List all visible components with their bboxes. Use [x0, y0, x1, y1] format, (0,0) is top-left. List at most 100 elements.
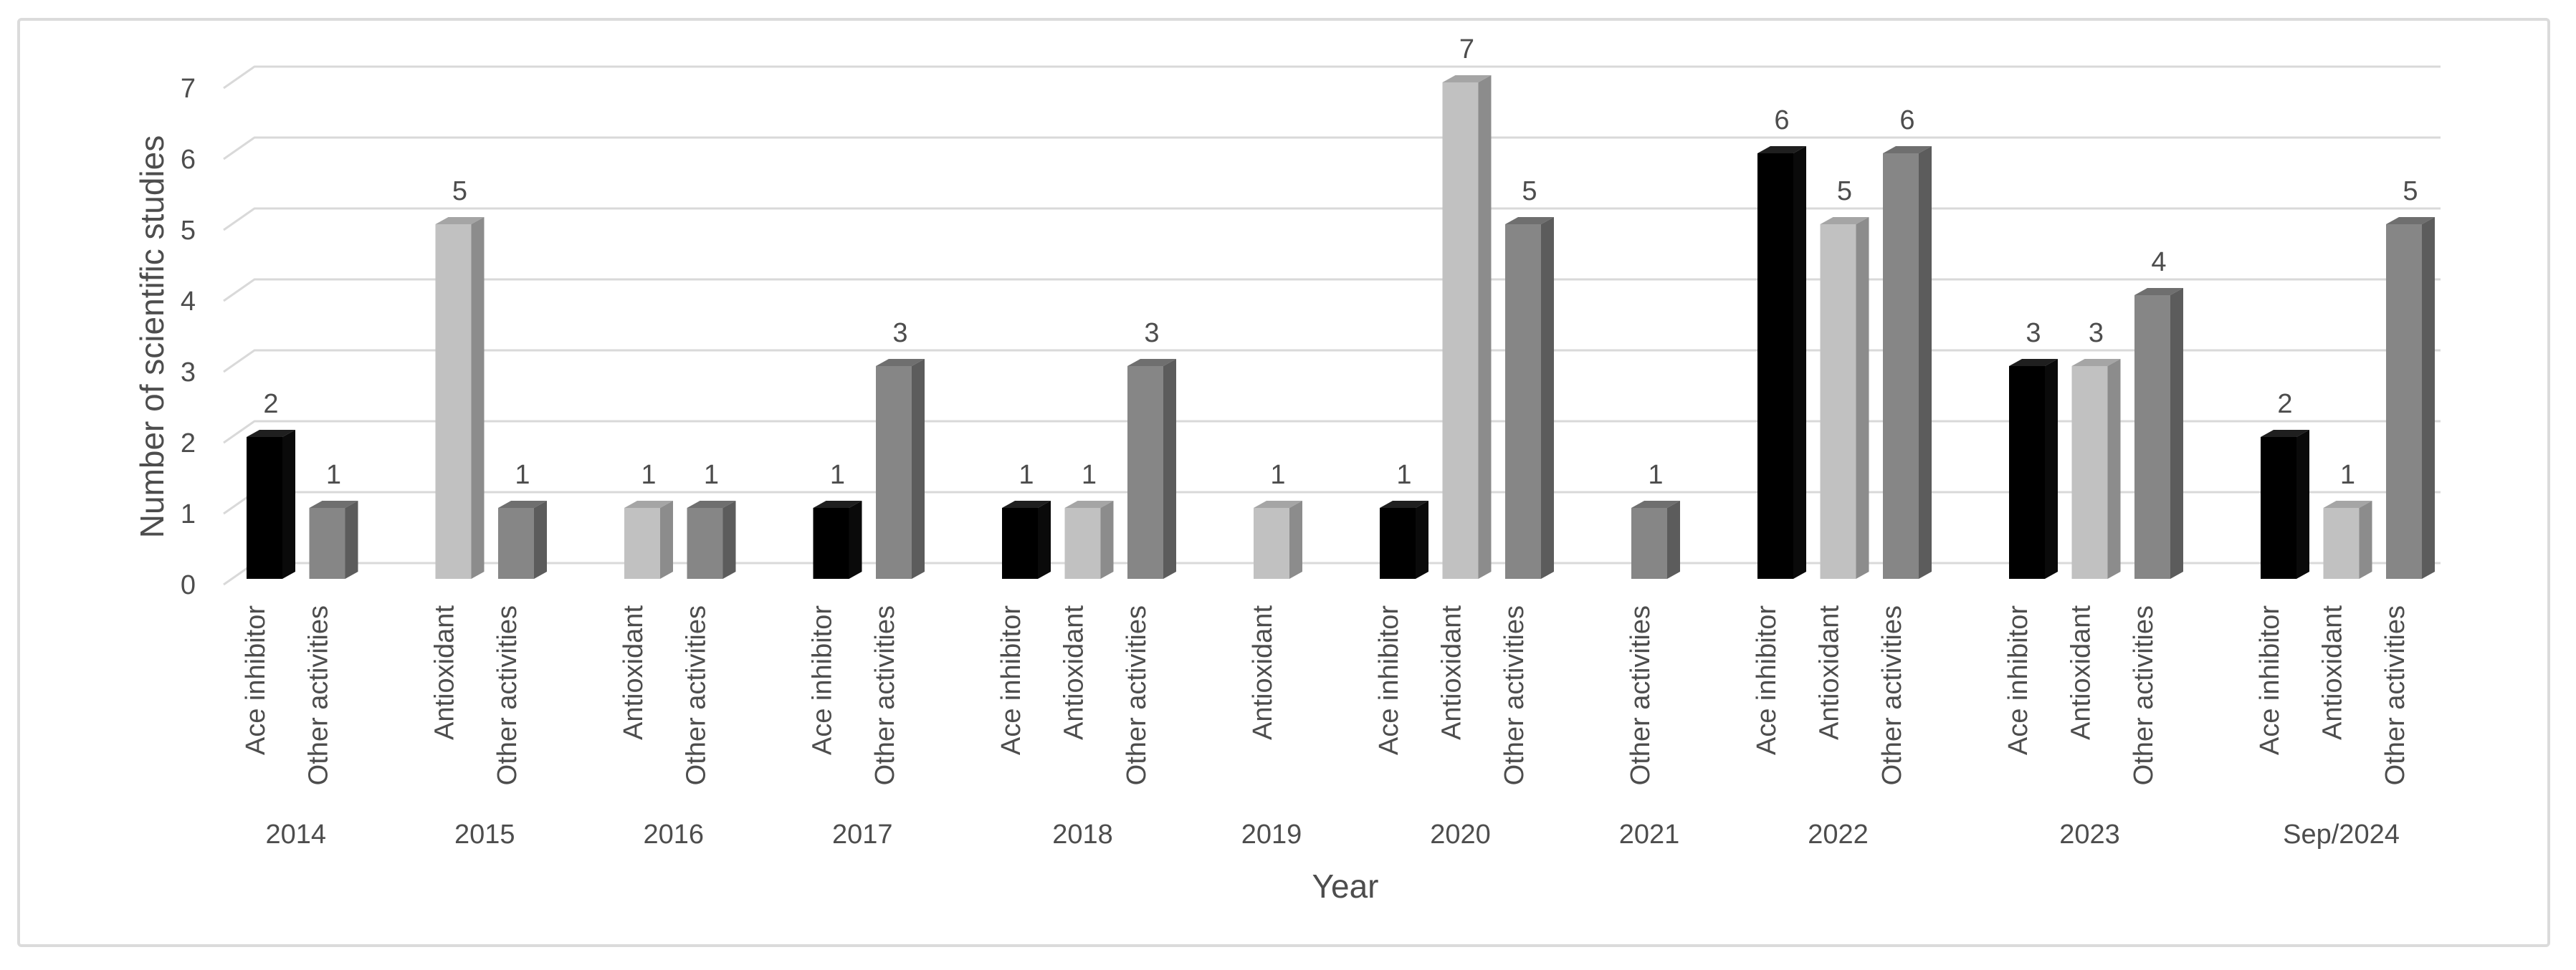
- bar-side-face: [1038, 501, 1051, 579]
- bar-side-face: [282, 430, 295, 579]
- category-label: Antioxidant: [430, 605, 460, 740]
- bar-top-face: [1442, 75, 1492, 82]
- category-label: Other activities: [1499, 605, 1530, 785]
- bar-value-label: 1: [1648, 460, 1663, 490]
- gridline: [223, 278, 2441, 302]
- bar-top-face: [2323, 501, 2372, 508]
- bar: [876, 366, 912, 579]
- y-axis-title: Number of scientific studies: [133, 135, 171, 539]
- bar-top-face: [1002, 501, 1051, 508]
- bar-value-label: 1: [641, 460, 656, 490]
- y-tick-label: 4: [181, 287, 196, 317]
- bar-top-face: [813, 501, 862, 508]
- bar-top-face: [2261, 430, 2309, 437]
- bar-value-label: 3: [1144, 318, 1159, 348]
- bar-top-face: [435, 217, 485, 224]
- bar-value-label: 7: [1459, 34, 1474, 64]
- year-label: Sep/2024: [2283, 820, 2400, 850]
- category-label: Ace inhibitor: [996, 605, 1026, 755]
- bar-top-face: [687, 501, 736, 508]
- bar: [1380, 508, 1416, 579]
- year-label: 2022: [1808, 820, 1869, 850]
- bar-side-face: [1289, 501, 1302, 579]
- category-label: Other activities: [1877, 605, 1907, 785]
- bar-value-label: 3: [2026, 318, 2041, 348]
- y-tick-label: 3: [181, 357, 196, 388]
- gridline: [223, 65, 2441, 90]
- bar: [247, 437, 282, 579]
- bar-side-face: [1478, 75, 1492, 579]
- category-label: Antioxidant: [2066, 605, 2096, 740]
- bar-side-face: [722, 501, 736, 579]
- bar-side-face: [912, 359, 925, 579]
- bar-value-label: 4: [2151, 247, 2166, 277]
- bar-value-label: 5: [1837, 176, 1852, 206]
- category-label: Other activities: [492, 605, 523, 785]
- bar-top-face: [2386, 217, 2435, 224]
- bar-side-face: [534, 501, 547, 579]
- category-label: Ace inhibitor: [2255, 605, 2285, 755]
- bar-value-label: 1: [326, 460, 341, 490]
- bar-side-face: [471, 217, 485, 579]
- bar-side-face: [1416, 501, 1428, 579]
- bar: [1883, 153, 1919, 579]
- bar-side-face: [2107, 359, 2121, 579]
- bar-value-label: 1: [704, 460, 719, 490]
- bar: [2323, 508, 2360, 579]
- bar: [2261, 437, 2296, 579]
- gridline: [223, 420, 2441, 444]
- bar: [435, 224, 472, 579]
- bar-value-label: 1: [1019, 460, 1034, 490]
- bar-top-face: [309, 501, 358, 508]
- y-tick-label: 7: [181, 74, 196, 104]
- category-label: Other activities: [2380, 605, 2410, 785]
- bar: [687, 508, 723, 579]
- category-label: Ace inhibitor: [1374, 605, 1404, 755]
- bar-value-label: 1: [1270, 460, 1285, 490]
- gridline: [223, 349, 2441, 373]
- bar: [1442, 82, 1479, 579]
- category-label: Other activities: [1122, 605, 1152, 785]
- category-label: Antioxidant: [1437, 605, 1467, 740]
- category-label: Ace inhibitor: [2003, 605, 2033, 755]
- year-label: 2020: [1430, 820, 1491, 850]
- bar: [1064, 508, 1101, 579]
- bar-top-face: [876, 359, 925, 366]
- category-label: Antioxidant: [1059, 605, 1089, 740]
- x-axis-title: Year: [1312, 868, 1379, 905]
- bar: [2009, 366, 2045, 579]
- bar-value-label: 3: [2089, 318, 2104, 348]
- bar: [1631, 508, 1667, 579]
- category-label: Antioxidant: [1815, 605, 1845, 740]
- bar: [498, 508, 534, 579]
- bar-top-face: [1127, 359, 1176, 366]
- bar-value-label: 1: [1082, 460, 1097, 490]
- bar: [2386, 224, 2422, 579]
- category-label: Other activities: [870, 605, 900, 785]
- y-tick-label: 0: [181, 570, 196, 600]
- bar-top-face: [1631, 501, 1680, 508]
- category-label: Other activities: [304, 605, 334, 785]
- bar: [624, 508, 660, 579]
- bar-top-face: [1820, 217, 1869, 224]
- year-label: 2018: [1052, 820, 1113, 850]
- bar-side-face: [2422, 217, 2435, 579]
- year-label: 2021: [1619, 820, 1680, 850]
- category-label: Other activities: [682, 605, 712, 785]
- bar-value-label: 5: [2403, 176, 2418, 206]
- bar-value-label: 2: [2277, 389, 2292, 419]
- bar-side-face: [1856, 217, 1869, 579]
- bar-top-face: [2134, 288, 2183, 295]
- y-tick-label: 6: [181, 145, 196, 175]
- bar-value-label: 2: [263, 389, 278, 419]
- bar-top-face: [1064, 501, 1114, 508]
- bar-top-face: [624, 501, 673, 508]
- y-tick-label: 5: [181, 216, 196, 246]
- category-label: Ace inhibitor: [241, 605, 271, 755]
- year-label: 2019: [1241, 820, 1302, 850]
- bar: [1757, 153, 1793, 579]
- gridline: [223, 136, 2441, 160]
- category-label: Other activities: [2129, 605, 2159, 785]
- bar-side-face: [1919, 146, 1932, 579]
